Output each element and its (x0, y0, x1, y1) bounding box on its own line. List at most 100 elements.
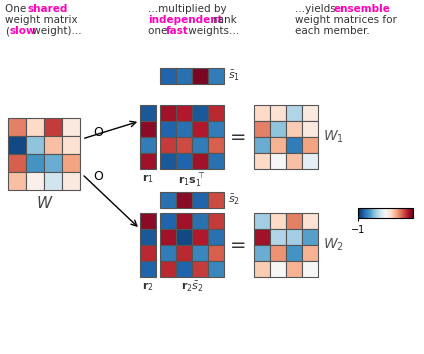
Bar (270, 121, 286, 137)
Text: $\mathbf{r}_2$: $\mathbf{r}_2$ (142, 280, 154, 293)
Bar (176, 68, 192, 84)
Text: $\bar{s}_2$: $\bar{s}_2$ (228, 193, 240, 207)
Bar (270, 137, 286, 153)
Bar (62, 118, 80, 136)
Bar (286, 213, 302, 229)
Text: fast: fast (166, 26, 189, 36)
Bar (192, 153, 208, 169)
Text: W: W (36, 196, 52, 211)
Bar (208, 213, 224, 229)
Bar (254, 121, 270, 137)
Text: O: O (93, 126, 103, 138)
Bar (62, 154, 80, 172)
Text: =: = (230, 127, 246, 147)
Text: rank: rank (210, 15, 237, 25)
Bar (286, 153, 302, 169)
Bar (176, 245, 192, 261)
Bar (286, 229, 302, 245)
Text: $W_1$: $W_1$ (323, 129, 344, 145)
Bar (140, 121, 156, 137)
Text: slow: slow (9, 26, 36, 36)
Bar (62, 172, 80, 190)
Bar (176, 213, 192, 229)
Bar (208, 105, 224, 121)
Bar (208, 137, 224, 153)
Text: $\mathbf{r}_2\bar{s}_2$: $\mathbf{r}_2\bar{s}_2$ (181, 280, 204, 294)
Bar (302, 229, 318, 245)
Text: weight matrix: weight matrix (5, 15, 78, 25)
Text: (: ( (5, 26, 9, 36)
Bar (8, 154, 26, 172)
Bar (270, 261, 286, 277)
Bar (160, 137, 176, 153)
Bar (140, 245, 156, 261)
Text: weights...: weights... (185, 26, 239, 36)
Text: each member.: each member. (295, 26, 370, 36)
Bar (160, 68, 176, 84)
Bar (140, 229, 156, 245)
Text: O: O (93, 170, 103, 183)
Bar (192, 68, 208, 84)
Bar (208, 153, 224, 169)
Bar (192, 192, 208, 208)
Text: ensemble: ensemble (333, 4, 390, 14)
Text: ...yields: ...yields (295, 4, 339, 14)
Bar (192, 229, 208, 245)
Bar (208, 245, 224, 261)
Bar (26, 154, 44, 172)
Text: one: one (148, 26, 170, 36)
Bar (44, 118, 62, 136)
Bar (176, 192, 192, 208)
Bar (44, 172, 62, 190)
Text: independent: independent (148, 15, 223, 25)
Bar (302, 261, 318, 277)
Bar (44, 154, 62, 172)
Bar (192, 245, 208, 261)
Text: $W_2$: $W_2$ (323, 237, 344, 253)
Text: $\mathbf{r}_1$: $\mathbf{r}_1$ (142, 172, 154, 185)
Bar (44, 136, 62, 154)
Bar (160, 213, 176, 229)
Bar (160, 153, 176, 169)
Bar (176, 261, 192, 277)
Bar (160, 261, 176, 277)
Bar (176, 229, 192, 245)
Text: $\mathbf{r}_1\mathbf{s}_1^\top$: $\mathbf{r}_1\mathbf{s}_1^\top$ (179, 172, 206, 189)
Bar (160, 245, 176, 261)
Bar (8, 118, 26, 136)
Bar (192, 137, 208, 153)
Bar (208, 192, 224, 208)
Bar (208, 121, 224, 137)
Bar (254, 105, 270, 121)
Bar (302, 105, 318, 121)
Bar (140, 213, 156, 229)
Bar (254, 213, 270, 229)
Bar (286, 245, 302, 261)
Bar (254, 245, 270, 261)
Bar (8, 172, 26, 190)
Bar (270, 105, 286, 121)
Bar (160, 105, 176, 121)
Bar (176, 121, 192, 137)
Text: shared: shared (27, 4, 67, 14)
Bar (8, 136, 26, 154)
Bar (140, 153, 156, 169)
Bar (192, 121, 208, 137)
Bar (208, 229, 224, 245)
Bar (160, 121, 176, 137)
Bar (62, 136, 80, 154)
Bar (254, 137, 270, 153)
Bar (270, 213, 286, 229)
Bar (302, 121, 318, 137)
Bar (192, 213, 208, 229)
Bar (192, 105, 208, 121)
Bar (176, 105, 192, 121)
Bar (254, 153, 270, 169)
Bar (140, 261, 156, 277)
Bar (140, 105, 156, 121)
Bar (302, 137, 318, 153)
Bar (302, 245, 318, 261)
Bar (160, 192, 176, 208)
Bar (302, 213, 318, 229)
Bar (254, 261, 270, 277)
